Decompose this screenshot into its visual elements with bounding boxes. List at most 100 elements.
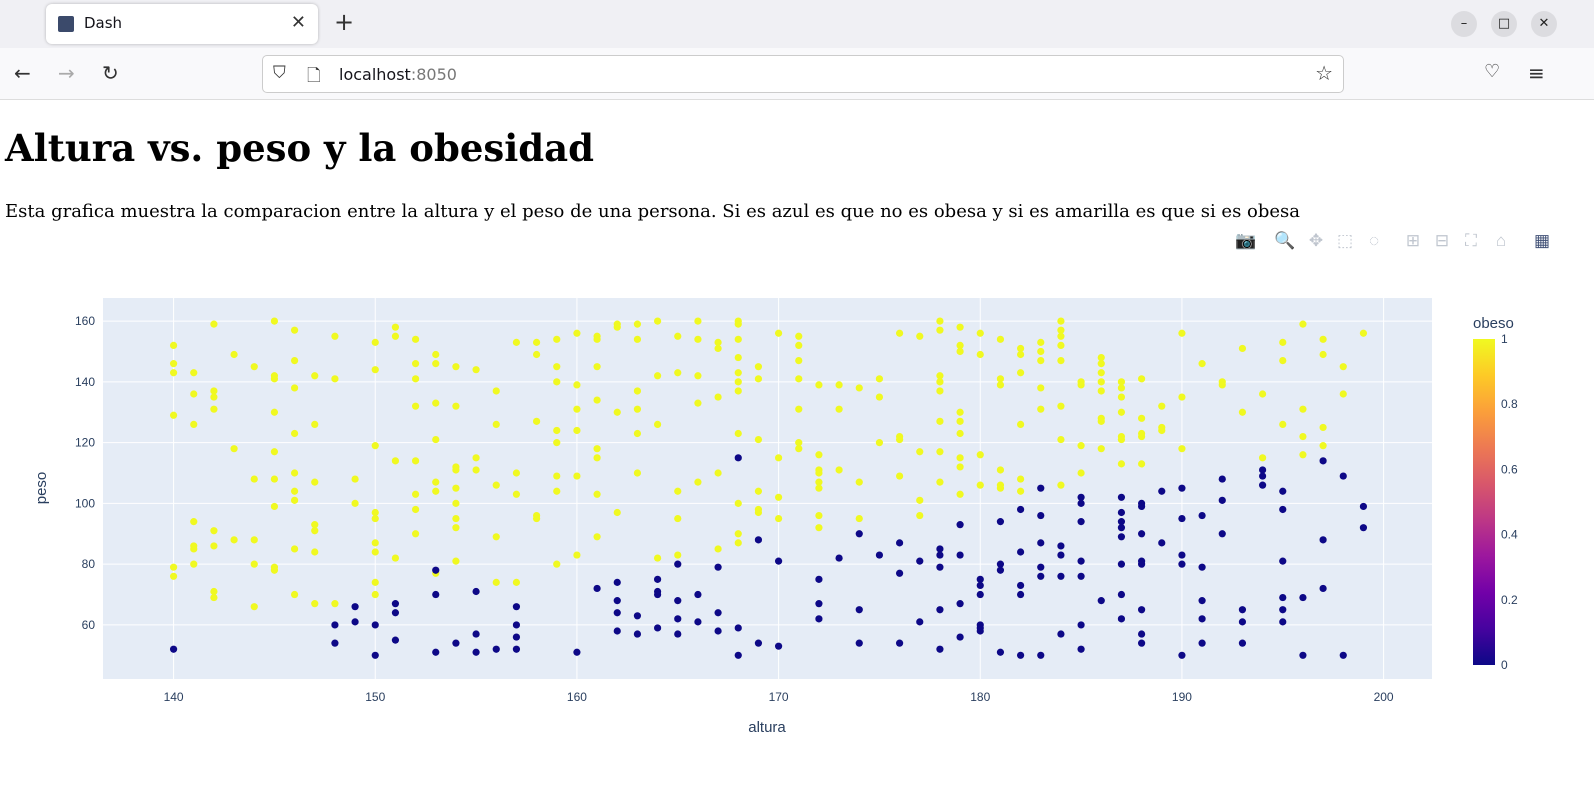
point-obeso [290, 429, 299, 438]
bookmark-star-icon[interactable]: ☆ [1315, 61, 1333, 85]
point-obeso [169, 369, 178, 377]
point-obeso [936, 326, 944, 334]
menu-icon[interactable]: ≡ [1528, 61, 1545, 85]
point-obeso [230, 445, 238, 453]
point-no-obeso [674, 615, 682, 623]
browser-tab[interactable]: Dash ✕ [46, 4, 318, 44]
plot-area[interactable] [103, 298, 1432, 679]
pan-icon[interactable]: ✥ [1309, 231, 1323, 250]
point-obeso [169, 563, 178, 571]
zoom-icon[interactable]: 🔍 [1274, 229, 1295, 250]
point-no-obeso [1077, 493, 1085, 501]
point-obeso [190, 420, 198, 428]
url-bar[interactable]: ⛉ 🗋 localhost:8050 ☆ [262, 55, 1344, 93]
point-obeso [1037, 338, 1045, 346]
point-no-obeso [1279, 505, 1287, 514]
point-obeso [916, 448, 924, 456]
point-no-obeso [573, 648, 581, 656]
point-obeso [371, 539, 379, 547]
point-obeso [190, 545, 198, 553]
point-obeso [411, 490, 420, 498]
close-tab-icon[interactable]: ✕ [290, 12, 306, 33]
point-no-obeso [895, 639, 904, 647]
point-obeso [351, 499, 359, 507]
colorbar-tick-label: 0.4 [1501, 528, 1518, 542]
point-obeso [694, 372, 702, 380]
lasso-icon[interactable]: ◌ [1369, 231, 1379, 250]
point-no-obeso [674, 597, 682, 605]
point-obeso [674, 332, 682, 340]
forward-icon[interactable]: → [58, 61, 75, 85]
point-obeso [553, 335, 561, 343]
point-obeso [270, 375, 279, 383]
camera-icon[interactable]: 📷 [1235, 231, 1256, 250]
x-tick-label: 140 [164, 690, 184, 704]
point-no-obeso [734, 624, 742, 632]
point-no-obeso [492, 645, 500, 653]
autoscale-icon[interactable]: ⛶ [1465, 231, 1477, 250]
point-obeso [593, 533, 601, 541]
point-obeso [1097, 387, 1105, 395]
point-no-obeso [351, 618, 359, 626]
point-obeso [613, 408, 621, 416]
point-obeso [411, 530, 420, 538]
maximize-button[interactable]: □ [1491, 11, 1517, 37]
point-no-obeso [1016, 590, 1025, 599]
modebar: 📷 🔍 ✥ ⬚ ◌ ⊞ ⊟ ⛶ ⌂ ▦ [1235, 229, 1550, 250]
point-obeso [1117, 408, 1126, 416]
point-obeso [290, 590, 299, 599]
point-obeso [1057, 326, 1065, 334]
point-obeso [875, 393, 884, 401]
page-icon: 🗋 [307, 66, 321, 86]
point-obeso [1319, 335, 1327, 343]
plotly-logo-icon[interactable]: ▦ [1534, 231, 1550, 250]
zoom-in-icon[interactable]: ⊞ [1406, 231, 1420, 250]
point-obeso [734, 335, 742, 343]
point-no-obeso [774, 557, 783, 565]
zoom-out-icon[interactable]: ⊟ [1435, 231, 1449, 250]
point-no-obeso [956, 521, 964, 529]
back-icon[interactable]: ← [14, 61, 31, 85]
point-no-obeso [391, 609, 400, 617]
point-obeso [936, 448, 944, 456]
point-obeso [553, 487, 561, 495]
point-no-obeso [1238, 606, 1247, 614]
close-window-button[interactable]: ✕ [1531, 11, 1557, 37]
reload-icon[interactable]: ↻ [102, 61, 119, 85]
point-no-obeso [1258, 481, 1267, 489]
point-obeso [331, 375, 339, 383]
point-no-obeso [1016, 548, 1025, 556]
pocket-icon[interactable]: ♡ [1484, 61, 1501, 82]
point-obeso [553, 472, 561, 480]
colorbar [1473, 339, 1495, 665]
shield-icon[interactable]: ⛉ [273, 63, 286, 83]
point-no-obeso [1178, 560, 1186, 568]
point-obeso [1117, 384, 1126, 392]
point-obeso [1057, 332, 1065, 340]
point-obeso [512, 578, 521, 586]
point-obeso [1016, 369, 1025, 377]
tick-labels: 140 150 160 170 180 190 200 60 80 100 120 140 160 [75, 314, 1394, 704]
point-obeso [190, 560, 198, 568]
point-no-obeso [855, 606, 863, 614]
point-obeso [290, 469, 299, 477]
reset-axes-icon[interactable]: ⌂ [1496, 231, 1506, 250]
point-obeso [1077, 442, 1085, 450]
point-no-obeso [774, 642, 783, 650]
point-no-obeso [391, 600, 400, 608]
new-tab-button[interactable]: + [334, 8, 355, 36]
minimize-button[interactable]: – [1451, 11, 1477, 37]
x-tick-label: 200 [1374, 690, 1394, 704]
point-no-obeso [391, 636, 400, 644]
point-obeso [512, 469, 521, 477]
point-obeso [1037, 384, 1045, 392]
point-obeso [956, 429, 964, 438]
point-obeso [593, 363, 601, 371]
point-obeso [210, 405, 218, 413]
colorbar-tick-label: 0.6 [1501, 462, 1518, 476]
point-obeso [432, 435, 440, 444]
box-select-icon[interactable]: ⬚ [1337, 231, 1353, 250]
point-obeso [1097, 360, 1105, 368]
point-obeso [492, 420, 500, 428]
point-no-obeso [1077, 518, 1085, 526]
